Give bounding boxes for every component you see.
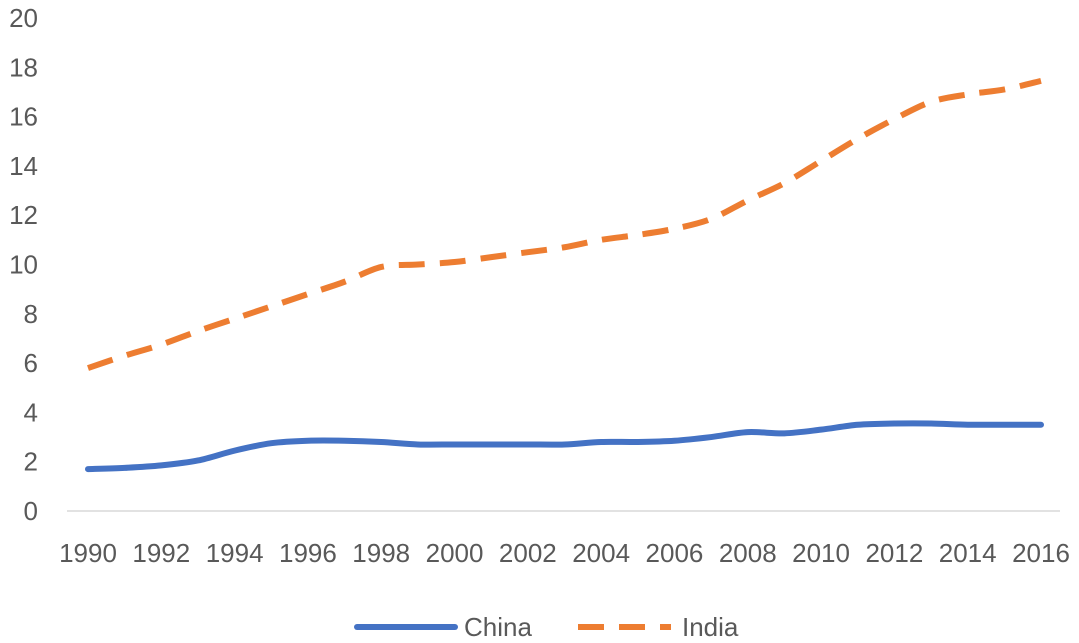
legend: China India <box>354 612 739 642</box>
x-tick-label: 2014 <box>939 538 997 568</box>
series-line-india <box>87 77 1042 371</box>
x-tick-label: 1994 <box>206 538 264 568</box>
x-tick-label: 2008 <box>719 538 777 568</box>
x-tick-label: 2006 <box>646 538 704 568</box>
plot-area: 0 2 4 6 8 10 12 14 16 18 20 1990 1992 1994 1996 1998 200… <box>9 3 1070 568</box>
x-tick-label: 1992 <box>132 538 190 568</box>
x-tick-label: 2012 <box>865 538 923 568</box>
y-tick-label: 2 <box>24 447 38 477</box>
x-tick-label: 1990 <box>59 538 117 568</box>
y-tick-label: 0 <box>24 496 38 526</box>
x-tick-label: 2002 <box>499 538 557 568</box>
y-tick-label: 6 <box>24 348 38 378</box>
x-tick-label: 2016 <box>1012 538 1070 568</box>
x-tick-label: 2010 <box>792 538 850 568</box>
y-tick-label: 4 <box>24 397 38 427</box>
series-line-china <box>85 420 1044 473</box>
y-tick-label: 14 <box>9 151 38 181</box>
y-tick-label: 20 <box>9 3 38 33</box>
y-tick-label: 16 <box>9 102 38 132</box>
x-tick-label: 1998 <box>352 538 410 568</box>
x-tick-label: 1996 <box>279 538 337 568</box>
x-tick-label: 2000 <box>426 538 484 568</box>
y-tick-label: 18 <box>9 52 38 82</box>
legend-label-india: India <box>682 612 739 642</box>
y-tick-label: 8 <box>24 299 38 329</box>
legend-label-china: China <box>464 612 532 642</box>
y-tick-label: 12 <box>9 200 38 230</box>
x-tick-label: 2004 <box>572 538 630 568</box>
y-tick-label: 10 <box>9 250 38 280</box>
